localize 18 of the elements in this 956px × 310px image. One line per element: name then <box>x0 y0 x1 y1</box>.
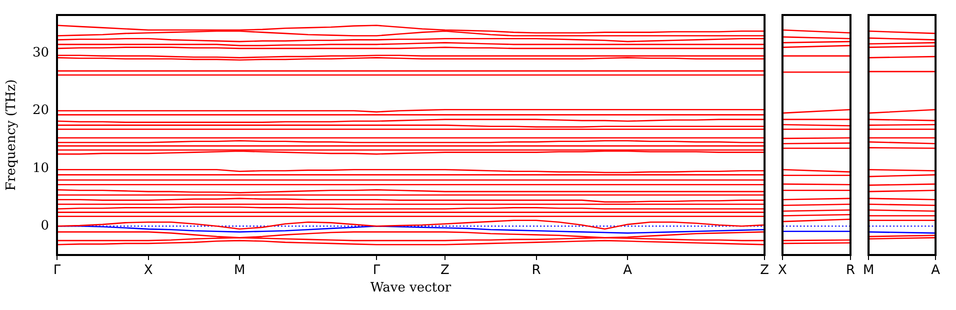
x-tick-label: A <box>623 263 632 278</box>
x-tick-label: Γ <box>372 263 381 278</box>
y-tick-label: 20 <box>32 103 49 118</box>
x-tick-label: X <box>778 263 787 278</box>
y-tick-label: 10 <box>32 160 49 176</box>
x-tick-label: Γ <box>53 263 62 278</box>
x-tick-label: A <box>931 263 940 278</box>
x-tick-label: Z <box>760 263 770 278</box>
y-tick-label: 30 <box>32 45 49 60</box>
x-tick-label: R <box>532 263 541 278</box>
x-axis-title: Wave vector <box>370 280 452 296</box>
x-tick-label: M <box>863 263 874 278</box>
x-tick-label: Z <box>440 263 450 278</box>
x-tick-label: R <box>846 263 856 278</box>
y-axis-title: Frequency (THz) <box>4 79 20 191</box>
x-tick-label: M <box>234 263 246 278</box>
y-tick-label: 0 <box>40 218 49 234</box>
x-tick-label: X <box>144 263 153 278</box>
